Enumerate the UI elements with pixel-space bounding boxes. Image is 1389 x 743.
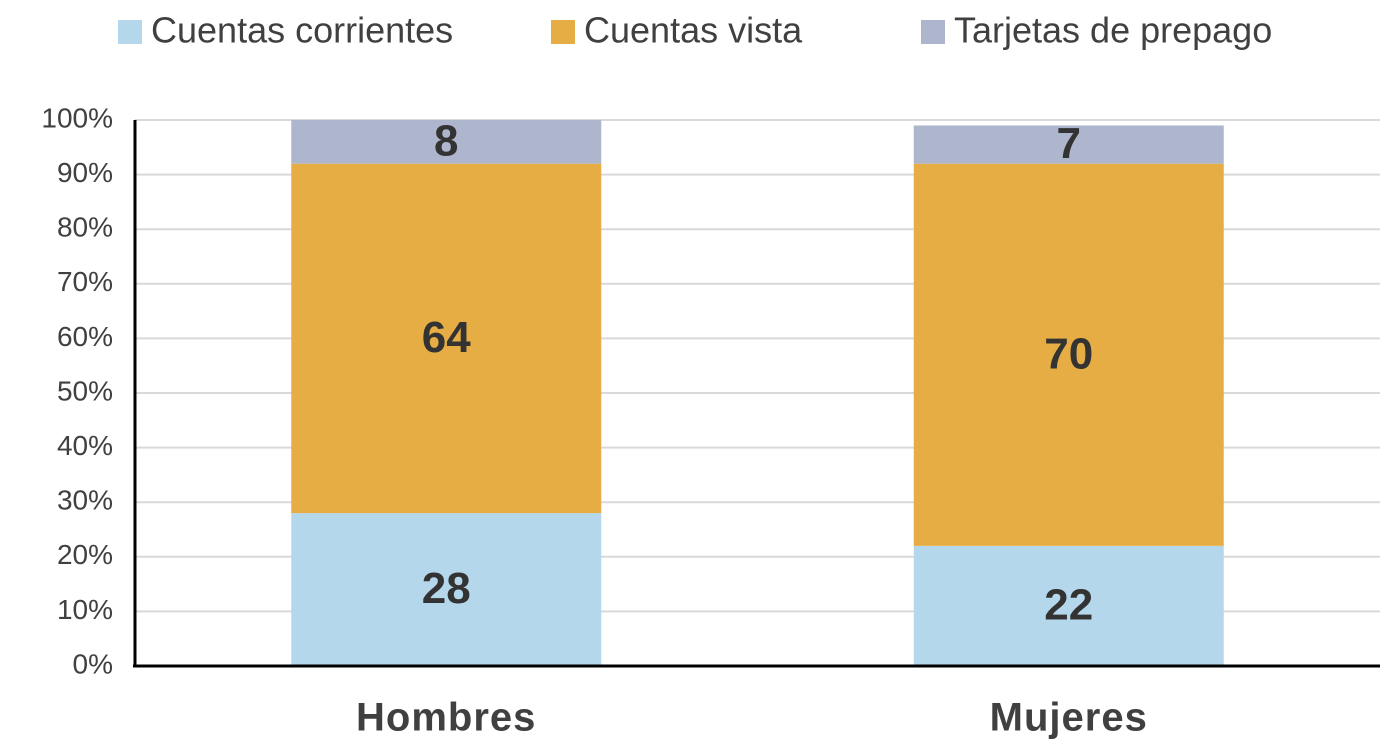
bar-segment bbox=[291, 163, 602, 514]
bar-segment bbox=[913, 545, 1224, 666]
data-label: 64 bbox=[422, 313, 471, 362]
data-label: 8 bbox=[434, 116, 458, 165]
y-tick-label: 60% bbox=[57, 321, 113, 352]
data-label: 22 bbox=[1044, 581, 1093, 630]
legend-label: Cuentas corrientes bbox=[151, 10, 453, 51]
bar-segment bbox=[913, 163, 1224, 546]
bar-segment bbox=[913, 125, 1224, 164]
y-tick-label: 30% bbox=[57, 485, 113, 516]
legend-swatch bbox=[921, 20, 945, 44]
y-tick-label: 70% bbox=[57, 266, 113, 297]
bar-segment bbox=[291, 120, 602, 164]
y-tick-label: 40% bbox=[57, 430, 113, 461]
legend-swatch bbox=[551, 20, 575, 44]
y-tick-label: 100% bbox=[41, 102, 113, 133]
y-tick-label: 20% bbox=[57, 539, 113, 570]
legend-label: Cuentas vista bbox=[584, 10, 803, 51]
y-tick-label: 90% bbox=[57, 157, 113, 188]
data-label: 7 bbox=[1057, 119, 1081, 168]
y-tick-label: 0% bbox=[73, 648, 113, 679]
data-label: 70 bbox=[1044, 329, 1093, 378]
legend-label: Tarjetas de prepago bbox=[954, 10, 1272, 51]
legend-swatch bbox=[118, 20, 142, 44]
y-tick-label: 50% bbox=[57, 375, 113, 406]
y-tick-label: 10% bbox=[57, 594, 113, 625]
data-label: 28 bbox=[422, 564, 471, 613]
bar-segment bbox=[291, 513, 602, 666]
y-tick-label: 80% bbox=[57, 212, 113, 243]
x-tick-label: Hombres bbox=[356, 696, 536, 740]
x-tick-label: Mujeres bbox=[990, 696, 1148, 740]
